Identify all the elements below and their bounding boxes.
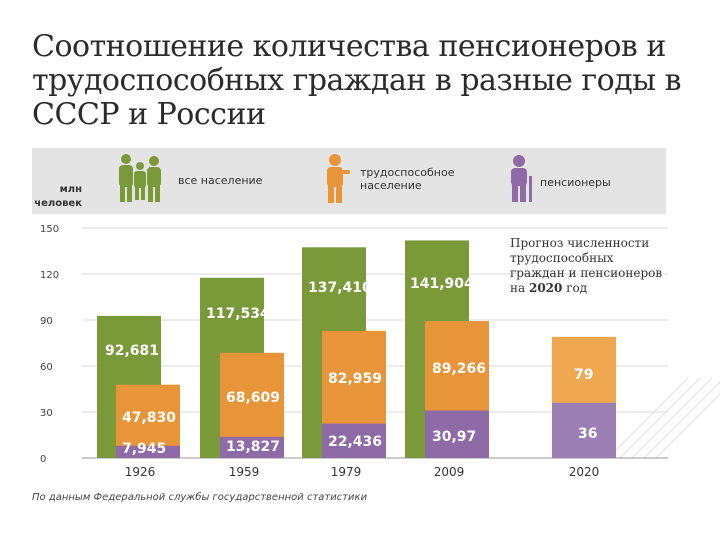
forecast-note-line-1: Прогноз численности xyxy=(510,236,650,250)
forecast-note-line-3: граждан и пенсионеров xyxy=(510,266,663,280)
x-category-label: 1926 xyxy=(125,465,156,479)
x-category-label: 1979 xyxy=(331,465,362,479)
value-label-all-population: 137,410 xyxy=(308,280,372,296)
bar-pensioners xyxy=(116,445,180,458)
forecast-hatch xyxy=(631,377,713,459)
bar-pensioners xyxy=(220,436,284,458)
bar-working-age xyxy=(116,384,180,458)
all-population-icon xyxy=(119,154,161,202)
forecast-hatch xyxy=(655,393,720,459)
chart-title: Соотношение количества пенсионеров и тру… xyxy=(32,29,681,132)
bar-pensioners xyxy=(322,423,386,458)
value-label-all-population: 92,681 xyxy=(105,343,159,359)
source-note: По данным Федеральной службы государстве… xyxy=(32,492,368,503)
bar-pensioners xyxy=(425,410,489,458)
value-label-pensioners: 13,827 xyxy=(226,439,280,455)
value-label-working-age: 47,830 xyxy=(122,410,176,426)
legend-label-working: трудоспособное население xyxy=(360,166,455,192)
value-label-pensioners: 36 xyxy=(578,426,597,442)
y-tick-label: 30 xyxy=(40,408,53,419)
pensioner-icon xyxy=(511,155,532,202)
forecast-note-line-4: на 2020 год xyxy=(510,281,588,295)
y-tick-label: 0 xyxy=(40,454,46,465)
value-label-all-population: 141,904 xyxy=(410,276,474,292)
x-category-label: 2009 xyxy=(434,465,465,479)
value-label-working-age: 79 xyxy=(574,367,593,383)
value-label-pensioners: 30,97 xyxy=(432,429,476,445)
y-tick-label: 120 xyxy=(40,270,59,281)
value-label-working-age: 82,959 xyxy=(328,371,382,387)
bar-pensioners xyxy=(552,402,616,458)
y-tick-label: 90 xyxy=(40,316,53,327)
legend-label-all: все население xyxy=(178,174,263,187)
value-label-all-population: 117,534 xyxy=(206,306,270,322)
unit-label: млн человек xyxy=(34,184,82,209)
value-label-pensioners: 7,945 xyxy=(122,441,166,457)
y-tick-label: 150 xyxy=(40,224,59,235)
forecast-note-line-2: трудоспособных xyxy=(510,251,614,265)
forecast-hatch xyxy=(619,377,701,459)
x-category-label: 1959 xyxy=(229,465,260,479)
value-label-working-age: 68,609 xyxy=(226,390,280,406)
worker-icon xyxy=(327,154,350,203)
forecast-hatch xyxy=(607,377,689,459)
legend-label-pensioners: пенсионеры xyxy=(540,176,611,189)
y-tick-label: 60 xyxy=(40,362,53,373)
forecast-note: Прогноз численности трудоспособных гражд… xyxy=(510,236,670,296)
x-category-label: 2020 xyxy=(569,465,600,479)
value-label-pensioners: 22,436 xyxy=(328,434,382,450)
forecast-hatch xyxy=(643,381,720,459)
value-label-working-age: 89,266 xyxy=(432,361,486,377)
